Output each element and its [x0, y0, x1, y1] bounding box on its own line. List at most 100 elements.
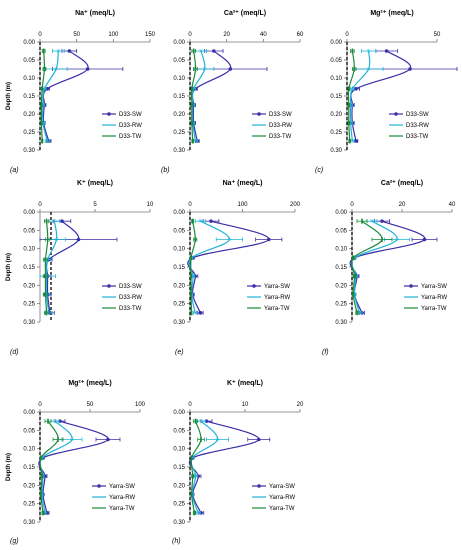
legend-label: Yarra-TW — [269, 506, 295, 512]
data-point — [348, 86, 350, 92]
data-point: ✳ — [193, 473, 198, 480]
data-point: ✳ — [350, 138, 355, 145]
y-tick-label: 0.00 — [23, 410, 35, 416]
data-point: ✳ — [39, 455, 44, 462]
x-tick-label: 0 — [188, 202, 192, 208]
data-point — [266, 237, 271, 242]
data-point — [41, 138, 43, 144]
series-line-d33-sw — [42, 50, 89, 142]
data-point: ✳ — [348, 120, 353, 127]
y-tick-label: 0.10 — [173, 447, 185, 453]
y-tick-label: 0.15 — [173, 94, 185, 100]
data-point — [351, 48, 354, 54]
y-tick-label: 0.25 — [23, 302, 35, 308]
data-point: ✳ — [44, 273, 49, 280]
data-point: ✳ — [42, 86, 47, 93]
y-tick-label: 0.15 — [330, 94, 342, 100]
data-point — [194, 66, 197, 72]
series-line-yarra-rw — [190, 420, 219, 514]
legend-label: D33-TW — [119, 306, 142, 312]
y-tick-label: 0.15 — [23, 94, 35, 100]
data-point: ✳ — [352, 292, 357, 299]
chart-title: Ca²⁺ (meq/L) — [224, 10, 266, 17]
data-point: ✳ — [193, 138, 198, 145]
data-point — [191, 138, 194, 144]
data-point: ✳ — [191, 86, 196, 93]
legend-label: Yarra-RW — [421, 295, 447, 301]
series-line-yarra-sw — [38, 420, 109, 513]
data-point — [191, 473, 194, 479]
chart-title: K⁺ (meq/L) — [227, 380, 263, 387]
legend-marker — [257, 484, 261, 488]
data-point — [45, 87, 50, 91]
data-point: ✳ — [198, 218, 203, 225]
y-tick-label: 0.00 — [335, 210, 347, 216]
chart-title: Mg²⁺ (meq/L) — [370, 10, 413, 17]
data-point: ✳ — [39, 492, 44, 499]
y-tick-label: 0.25 — [173, 130, 185, 136]
y-tick-label: 0.20 — [335, 283, 347, 289]
data-point: ✳ — [193, 310, 198, 317]
legend-label: D33-SW — [269, 112, 292, 118]
data-point: ✳ — [196, 510, 201, 517]
legend-marker — [97, 484, 101, 488]
data-point — [354, 139, 358, 143]
x-tick-label: 0 — [188, 32, 192, 38]
data-point — [361, 218, 363, 224]
y-tick-label: 0.05 — [173, 428, 185, 434]
legend-label: Yarra-RW — [264, 295, 290, 301]
y-tick-label: 0.30 — [330, 148, 342, 154]
data-point — [191, 218, 194, 224]
legend-label: Yarra-RW — [109, 495, 135, 501]
data-point — [190, 492, 193, 497]
x-tick-label: 10 — [147, 202, 154, 208]
data-point — [41, 86, 43, 92]
y-tick-label: 0.10 — [335, 247, 347, 253]
data-point — [47, 418, 49, 424]
y-tick-label: 0.15 — [335, 265, 347, 271]
y-tick-label: 0.30 — [23, 148, 35, 154]
chart-panel-b: Ca²⁺ (meq/L) 0 20 40 60 0.00 0.05 0.10 0.15 0.20 0… — [161, 10, 304, 174]
y-tick-label: 0.05 — [23, 428, 35, 434]
y-axis-label: Depth (m) — [6, 253, 12, 281]
data-point — [380, 219, 384, 223]
y-tick-label: 0.25 — [173, 502, 185, 508]
y-tick-label: 0.00 — [173, 410, 185, 416]
legend-label: D33-RW — [119, 123, 142, 129]
y-tick-label: 0.20 — [23, 283, 35, 289]
legend-label: Yarra-TW — [421, 306, 447, 312]
data-point: ✳ — [56, 48, 61, 55]
data-point — [40, 102, 43, 108]
data-point — [76, 237, 81, 242]
legend-marker — [257, 112, 261, 116]
data-point: ✳ — [42, 510, 47, 517]
data-point — [190, 292, 192, 297]
y-tick-label: 0.15 — [23, 465, 35, 471]
panel-label: (h) — [172, 538, 181, 545]
data-point — [352, 255, 355, 261]
data-point — [43, 66, 46, 72]
x-tick-label: 50 — [87, 402, 94, 408]
x-tick-label: 60 — [297, 32, 304, 38]
legend-label: Yarra-SW — [109, 484, 135, 490]
x-tick-label: 200 — [290, 202, 301, 208]
data-point — [40, 455, 42, 461]
data-point: ✳ — [54, 237, 59, 244]
data-point — [190, 255, 192, 261]
data-point — [67, 49, 72, 53]
y-tick-label: 0.10 — [23, 76, 35, 82]
x-tick-label: 0 — [188, 402, 192, 408]
chart-panel-f: Ca²⁺ (meq/L) 0 20 40 0.00 0.05 0.10 0.15 0.20 0.2… — [322, 180, 456, 356]
data-point — [348, 138, 351, 144]
legend-label: Yarra-SW — [421, 284, 447, 290]
legend-label: D33-SW — [406, 112, 429, 118]
data-point — [190, 273, 192, 279]
data-point: ✳ — [69, 437, 74, 444]
data-point: ✳ — [352, 255, 357, 262]
data-point — [106, 437, 110, 442]
data-point — [41, 473, 43, 479]
chart-panel-d: K⁺ (meq/L) 0 5 10 0.00 0.05 0.10 0.15 0.20 0.25 0.… — [6, 180, 154, 356]
legend-label: D33-SW — [119, 112, 142, 118]
y-tick-label: 0.10 — [173, 76, 185, 82]
